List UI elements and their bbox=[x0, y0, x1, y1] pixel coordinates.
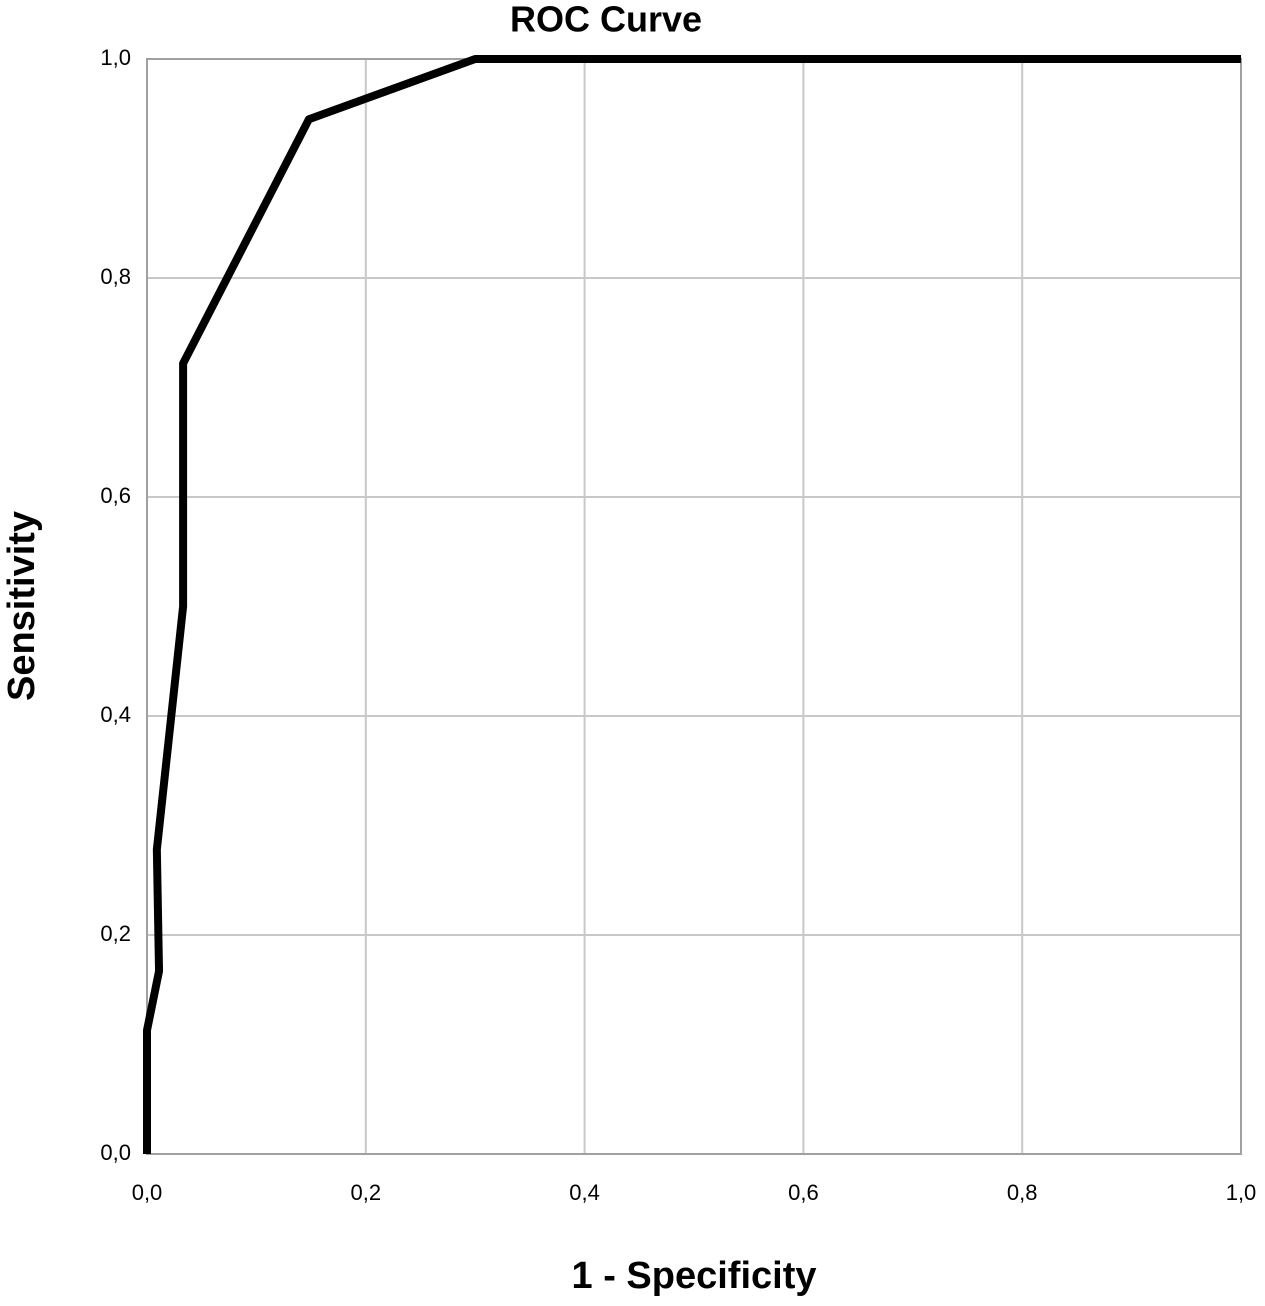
x-axis-label: 1 - Specificity bbox=[572, 1255, 817, 1297]
x-tick-label: 1,0 bbox=[1226, 1180, 1257, 1205]
y-tick-label: 0,0 bbox=[100, 1140, 131, 1165]
x-tick-label: 0,2 bbox=[351, 1180, 382, 1205]
y-axis-label: Sensitivity bbox=[1, 511, 43, 701]
x-tick-label: 0,8 bbox=[1007, 1180, 1038, 1205]
y-tick-label: 0,6 bbox=[100, 483, 131, 508]
y-tick-label: 1,0 bbox=[100, 45, 131, 70]
x-tick-label: 0,4 bbox=[569, 1180, 600, 1205]
roc-line bbox=[143, 55, 1241, 1154]
y-tick-label: 0,8 bbox=[100, 264, 131, 289]
chart-title: ROC Curve bbox=[510, 0, 702, 40]
y-tick-label: 0,4 bbox=[100, 702, 131, 727]
x-tick-label: 0,6 bbox=[788, 1180, 819, 1205]
y-tick-label: 0,2 bbox=[100, 921, 131, 946]
plot-border bbox=[146, 58, 1242, 1155]
x-tick-label: 0,0 bbox=[132, 1180, 163, 1205]
